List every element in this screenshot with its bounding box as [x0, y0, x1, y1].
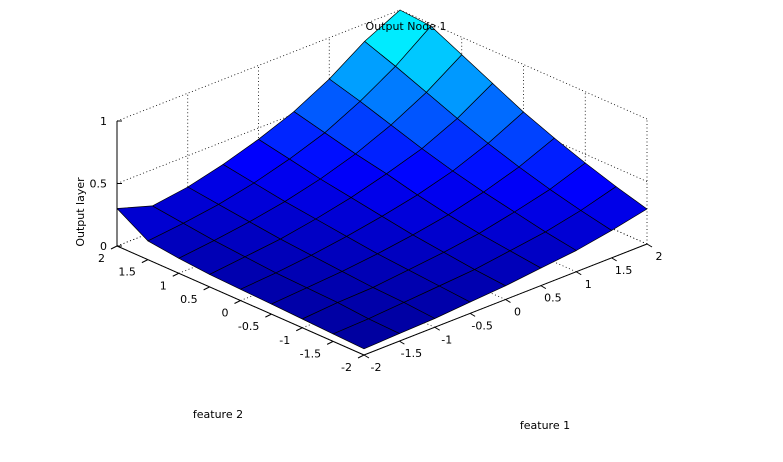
x-tick-label: -2	[371, 361, 382, 374]
x-tick-mark	[611, 257, 617, 262]
y-tick-mark	[265, 313, 272, 318]
y-tick-label: 0.5	[180, 293, 198, 306]
z-tick-label: 0.5	[90, 178, 108, 191]
x-tick-mark	[434, 326, 441, 331]
x-tick-mark	[469, 312, 476, 317]
chart-title: Output Node 1	[366, 20, 447, 33]
x-tick-label: 1.5	[615, 264, 633, 277]
y-tick-mark	[357, 354, 365, 359]
y-tick-mark	[296, 327, 303, 332]
y-tick-label: 1	[160, 279, 167, 292]
y-tick-mark	[172, 272, 179, 277]
x-tick-label: -1.5	[401, 347, 422, 360]
x-tick-label: -1	[441, 333, 452, 346]
x-tick-label: 0	[514, 306, 521, 319]
x-tick-mark	[575, 271, 582, 276]
x-tick-mark	[505, 299, 511, 303]
y-tick-label: -2	[341, 361, 352, 374]
surface-patch	[332, 318, 400, 350]
y-tick-mark	[110, 245, 118, 250]
y-tick-mark	[326, 340, 334, 345]
x-tick-label: 2	[656, 250, 663, 263]
x-axis-label: feature 1	[520, 419, 570, 432]
x-tick-label: 1	[585, 278, 592, 291]
y-tick-label: 2	[98, 252, 105, 265]
y-tick-mark	[234, 300, 241, 304]
surface-layer	[116, 9, 648, 350]
y-tick-label: -0.5	[238, 320, 259, 333]
y-tick-mark	[141, 259, 149, 264]
x-tick-mark	[540, 285, 547, 290]
y-axis-label: feature 2	[193, 408, 243, 421]
axis-layer: -2 -1.5 -1 -0.5 0 0.5 1 1.5 2 -2 -1.5 -1 -0.5 0 0.5 1 1.…	[90, 115, 663, 374]
z-axis-label: Output layer	[74, 177, 87, 247]
y-tick-label: 1.5	[118, 266, 136, 279]
x-tick-label: 0.5	[544, 292, 562, 305]
x-tick-mark	[399, 340, 405, 345]
x-tick-mark	[363, 354, 370, 359]
x-tick-label: -0.5	[471, 319, 492, 332]
y-tick-mark	[203, 286, 210, 291]
x-tick-mark	[646, 243, 653, 248]
y-tick-label: -1	[279, 334, 290, 347]
z-tick-label: 0	[100, 240, 107, 253]
z-tick-label: 1	[100, 115, 107, 128]
y-tick-label: -1.5	[300, 347, 321, 360]
y-tick-label: 0	[222, 307, 229, 320]
side-wall-gridline	[399, 9, 648, 120]
